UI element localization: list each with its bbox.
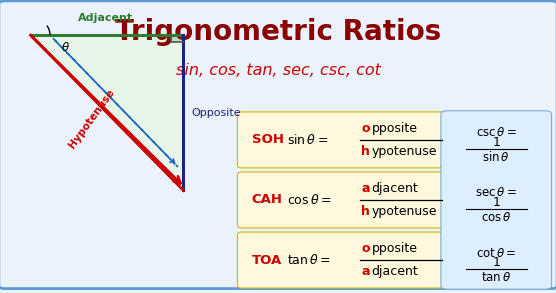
Text: Opposite: Opposite [192,108,241,118]
Text: TOA: TOA [252,253,282,267]
Text: pposite: pposite [371,122,418,135]
Text: 1: 1 [492,136,500,149]
Text: a: a [361,265,370,278]
Text: $\theta$: $\theta$ [61,41,70,54]
Text: pposite: pposite [371,242,418,255]
Text: $\csc\theta=$: $\csc\theta=$ [476,126,517,139]
Text: $\cot\theta=$: $\cot\theta=$ [476,246,517,260]
Text: $\sec\theta=$: $\sec\theta=$ [475,186,517,200]
Text: 1: 1 [492,256,500,269]
FancyBboxPatch shape [237,232,446,288]
Text: h: h [361,205,370,218]
Polygon shape [31,35,183,190]
Polygon shape [171,35,183,42]
FancyBboxPatch shape [441,111,552,289]
Text: CAH: CAH [252,193,283,207]
Text: $\cos\theta=$: $\cos\theta=$ [287,193,332,207]
FancyBboxPatch shape [237,172,446,228]
Text: Trigonometric Ratios: Trigonometric Ratios [115,18,441,46]
Text: ypotenuse: ypotenuse [371,144,437,158]
Text: 1: 1 [492,196,500,209]
Text: o: o [361,242,370,255]
Text: $\sin\theta$: $\sin\theta$ [483,151,510,164]
Text: h: h [361,144,370,158]
Text: djacent: djacent [371,182,418,195]
Text: $\sin\theta=$: $\sin\theta=$ [287,133,329,147]
FancyBboxPatch shape [237,112,446,168]
Text: $\cos\theta$: $\cos\theta$ [481,211,512,224]
Text: sin, cos, tan, sec, csc, cot: sin, cos, tan, sec, csc, cot [176,63,380,78]
Text: ypotenuse: ypotenuse [371,205,437,218]
Text: SOH: SOH [252,133,284,146]
Text: $\tan\theta=$: $\tan\theta=$ [287,253,331,267]
Text: $\tan\theta$: $\tan\theta$ [481,271,512,284]
Text: o: o [361,122,370,135]
Text: Hypotenuse: Hypotenuse [67,87,116,150]
Text: djacent: djacent [371,265,418,278]
Text: Adjacent: Adjacent [78,13,133,23]
Text: a: a [361,182,370,195]
